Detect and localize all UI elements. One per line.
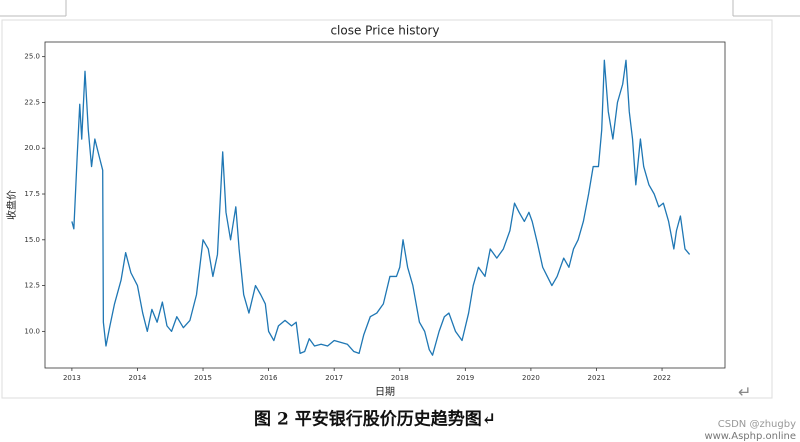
y-tick-label: 15.0 [24, 236, 40, 244]
y-tick-label: 17.5 [24, 190, 40, 198]
x-tick-label: 2020 [522, 374, 540, 382]
watermark: CSDN @zhugby [718, 419, 796, 430]
y-tick-label: 25.0 [24, 53, 40, 61]
figure-frame [1, 19, 773, 399]
y-tick-label: 20.0 [24, 144, 40, 152]
x-tick-label: 2015 [194, 374, 212, 382]
x-axis-label: 日期 [375, 386, 395, 398]
x-tick-label: 2013 [63, 374, 81, 382]
x-tick-label: 2018 [391, 374, 409, 382]
return-mark: ↵ [738, 383, 751, 402]
x-tick-label: 2014 [129, 374, 147, 382]
y-tick-label: 10.0 [24, 327, 40, 335]
y-tick-label: 12.5 [24, 282, 40, 290]
x-tick-label: 2017 [325, 374, 343, 382]
x-tick-label: 2021 [588, 374, 606, 382]
watermark: www.Asphp.online [704, 431, 796, 442]
price-line [71, 59, 691, 356]
plot-frame [44, 41, 726, 369]
figure-caption: 图 2 平安银行股价历史趋势图↵ [254, 409, 496, 430]
x-tick-label: 2022 [653, 374, 671, 382]
y-axis-label: 收盘价 [5, 190, 18, 220]
chart-title: close Price history [330, 24, 439, 38]
x-tick-label: 2016 [260, 374, 278, 382]
x-tick-label: 2019 [456, 374, 474, 382]
y-tick-label: 22.5 [24, 98, 40, 106]
